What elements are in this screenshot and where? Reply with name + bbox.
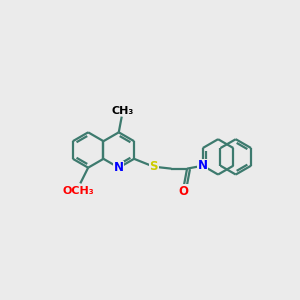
Text: N: N bbox=[114, 161, 124, 174]
Text: CH₃: CH₃ bbox=[112, 106, 134, 116]
Text: N: N bbox=[198, 159, 208, 172]
Text: S: S bbox=[149, 160, 158, 173]
Text: OCH₃: OCH₃ bbox=[62, 186, 94, 196]
Text: N: N bbox=[198, 159, 208, 172]
Text: O: O bbox=[178, 185, 188, 198]
